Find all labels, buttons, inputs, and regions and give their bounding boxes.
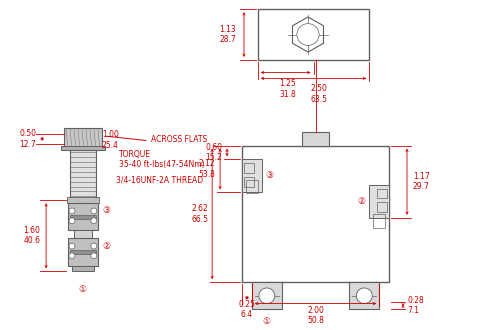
Bar [369, 185, 389, 218]
Bar [258, 9, 369, 60]
Bar [68, 203, 98, 230]
Circle shape [297, 24, 319, 46]
Text: ②: ② [357, 197, 365, 206]
Circle shape [69, 218, 75, 224]
Text: 1.60
40.6: 1.60 40.6 [23, 226, 40, 245]
Text: ①: ① [263, 317, 271, 326]
Bar [377, 188, 387, 198]
Text: 2.00
50.8: 2.00 50.8 [307, 306, 324, 325]
Text: ③: ③ [266, 171, 274, 181]
Circle shape [69, 243, 75, 249]
Bar [244, 163, 254, 173]
Bar [377, 202, 387, 212]
Text: 0.60
15.2: 0.60 15.2 [205, 143, 222, 162]
Bar [349, 282, 379, 310]
Bar [70, 215, 96, 219]
Circle shape [69, 253, 75, 259]
Bar [67, 197, 99, 203]
Bar [70, 149, 96, 200]
Text: 1.17
29.7: 1.17 29.7 [413, 172, 430, 191]
Circle shape [69, 208, 75, 214]
Circle shape [259, 288, 275, 304]
Circle shape [91, 218, 97, 224]
Text: 1.13
28.7: 1.13 28.7 [219, 25, 236, 44]
Circle shape [356, 288, 372, 304]
Bar [373, 214, 385, 228]
Bar [244, 177, 254, 186]
Text: ③: ③ [103, 207, 111, 215]
Text: TORQUE
35-40 ft-lbs(47-54Nm): TORQUE 35-40 ft-lbs(47-54Nm) [119, 149, 204, 169]
Bar [64, 128, 102, 149]
Bar [252, 282, 282, 310]
Circle shape [91, 253, 97, 259]
Bar [74, 230, 92, 238]
Text: 1.25
31.8: 1.25 31.8 [280, 80, 296, 99]
Text: 2.12
53.8: 2.12 53.8 [198, 159, 215, 179]
Text: ②: ② [103, 242, 111, 250]
Circle shape [91, 243, 97, 249]
Bar [242, 159, 262, 192]
Bar [246, 180, 258, 193]
Text: 2.50
63.5: 2.50 63.5 [311, 84, 327, 104]
Text: 1.00
25.4: 1.00 25.4 [102, 130, 119, 149]
Bar [70, 250, 96, 254]
Bar [72, 266, 94, 271]
Bar [242, 146, 389, 282]
Circle shape [91, 208, 97, 214]
Bar [61, 146, 105, 149]
Text: 0.25
6.4: 0.25 6.4 [239, 300, 255, 319]
Text: ACROSS FLATS: ACROSS FLATS [151, 135, 207, 144]
Text: 3/4-16UNF-2A THREAD: 3/4-16UNF-2A THREAD [116, 175, 203, 184]
Text: ①: ① [79, 285, 87, 294]
Bar [68, 238, 98, 266]
Text: 0.50
12.7: 0.50 12.7 [19, 129, 36, 148]
Text: 0.28
7.1: 0.28 7.1 [407, 296, 424, 315]
Bar [302, 132, 329, 146]
Text: 2.62
66.5: 2.62 66.5 [191, 204, 208, 224]
